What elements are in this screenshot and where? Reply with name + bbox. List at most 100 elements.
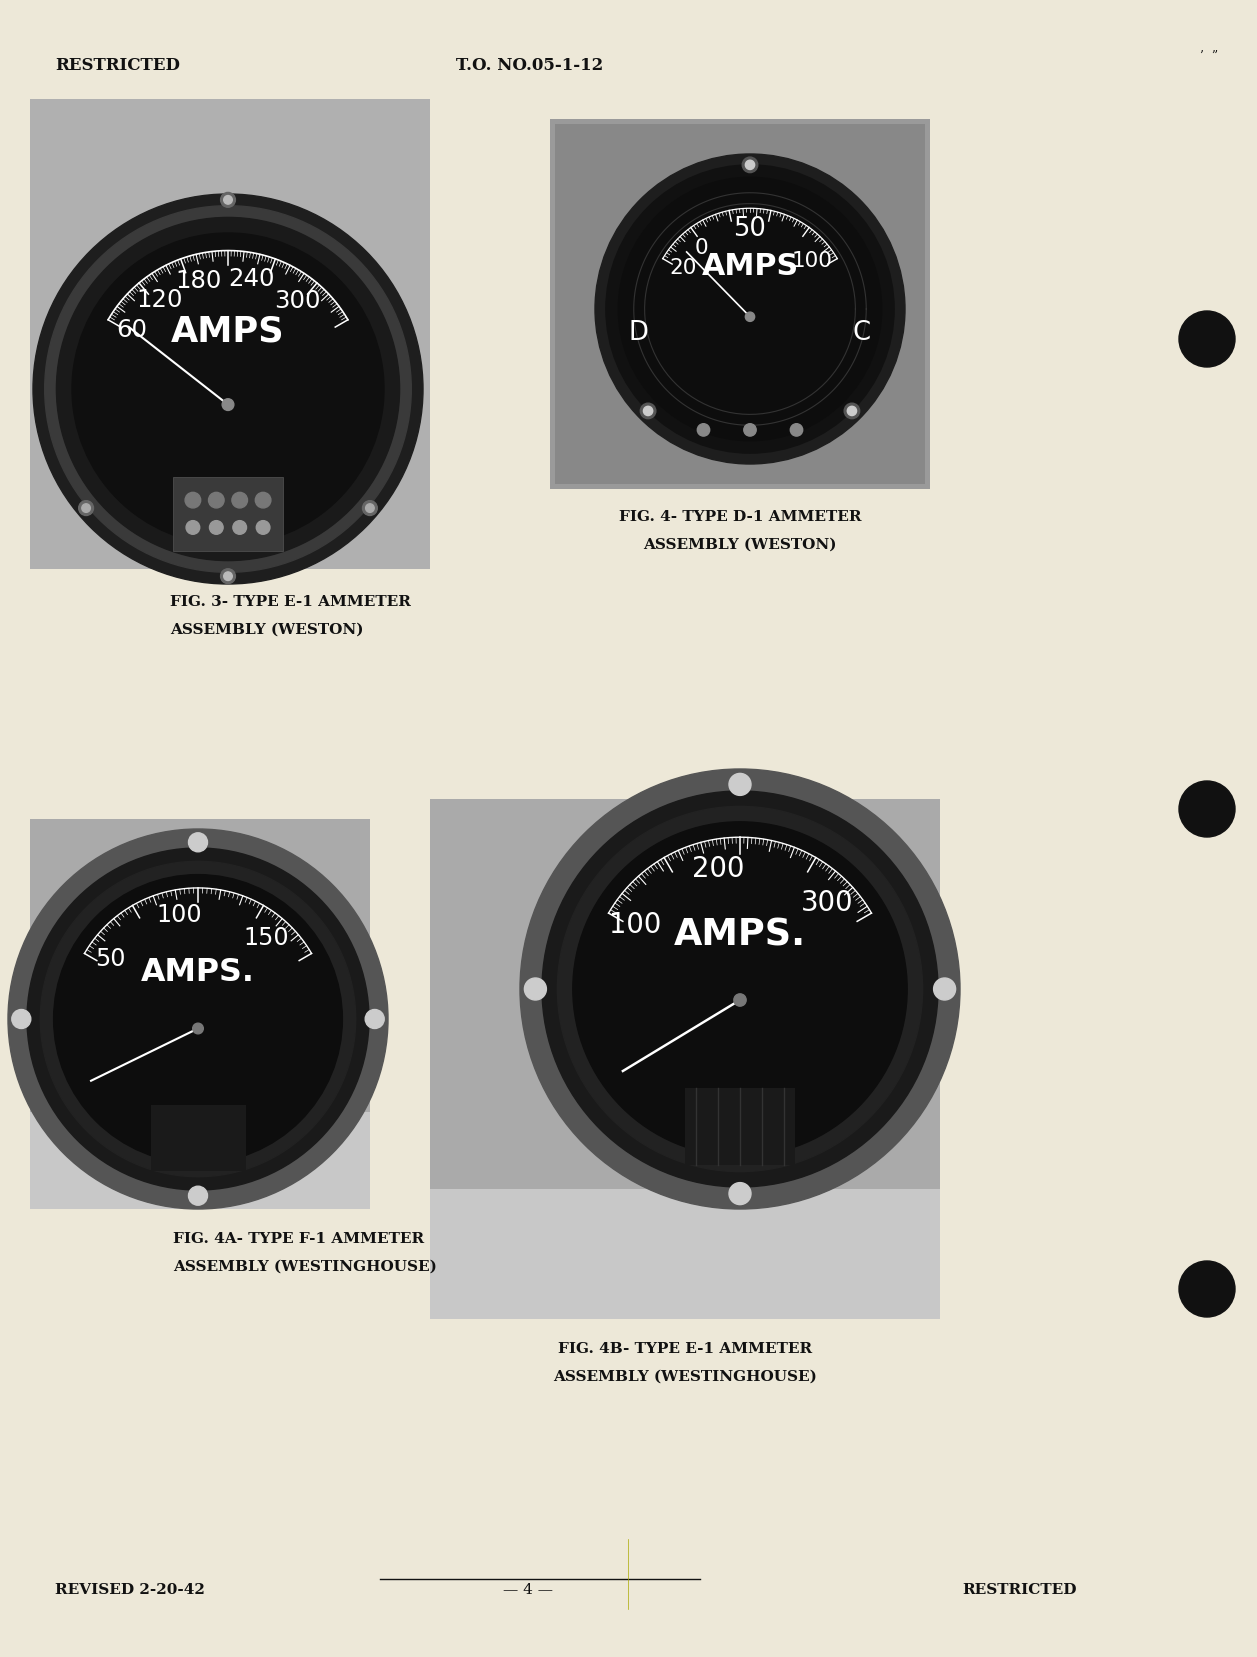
Text: 0: 0 bbox=[695, 237, 708, 257]
Circle shape bbox=[222, 399, 234, 411]
Text: 200: 200 bbox=[693, 853, 745, 882]
Circle shape bbox=[644, 408, 652, 416]
Text: 100: 100 bbox=[610, 910, 661, 938]
Bar bbox=[173, 477, 283, 552]
Circle shape bbox=[362, 502, 377, 517]
Circle shape bbox=[11, 1009, 31, 1029]
Text: FIG. 4- TYPE D-1 AMMETER: FIG. 4- TYPE D-1 AMMETER bbox=[618, 510, 861, 524]
Circle shape bbox=[742, 157, 758, 174]
Circle shape bbox=[606, 166, 894, 454]
Text: 180: 180 bbox=[176, 268, 222, 293]
Circle shape bbox=[224, 197, 233, 205]
Text: AMPS: AMPS bbox=[701, 252, 798, 282]
Circle shape bbox=[618, 179, 881, 441]
Circle shape bbox=[698, 424, 710, 437]
Circle shape bbox=[189, 833, 207, 852]
Circle shape bbox=[729, 1183, 750, 1205]
Circle shape bbox=[1179, 1261, 1234, 1317]
Circle shape bbox=[744, 424, 757, 437]
Bar bbox=[556, 124, 925, 486]
Circle shape bbox=[33, 196, 424, 585]
Circle shape bbox=[209, 494, 224, 509]
Text: 50: 50 bbox=[96, 946, 126, 971]
Text: 240: 240 bbox=[229, 267, 275, 292]
Bar bbox=[30, 1112, 370, 1210]
Circle shape bbox=[573, 822, 908, 1157]
Bar bbox=[430, 1190, 940, 1319]
Circle shape bbox=[934, 978, 955, 1001]
Circle shape bbox=[366, 504, 375, 514]
Text: ASSEMBLY (WESTINGHOUSE): ASSEMBLY (WESTINGHOUSE) bbox=[553, 1369, 817, 1384]
Circle shape bbox=[520, 769, 960, 1210]
Text: RESTRICTED: RESTRICTED bbox=[55, 56, 180, 73]
Bar bbox=[30, 820, 370, 1210]
Circle shape bbox=[524, 978, 547, 1001]
Text: ’  ”: ’ ” bbox=[1200, 50, 1218, 63]
Circle shape bbox=[45, 207, 411, 573]
Circle shape bbox=[847, 408, 856, 416]
Text: FIG. 3- TYPE E-1 AMMETER: FIG. 3- TYPE E-1 AMMETER bbox=[170, 595, 411, 608]
Circle shape bbox=[26, 848, 370, 1190]
Circle shape bbox=[729, 774, 750, 795]
Text: ASSEMBLY (WESTON): ASSEMBLY (WESTON) bbox=[644, 537, 837, 552]
Text: FIG. 4B- TYPE E-1 AMMETER: FIG. 4B- TYPE E-1 AMMETER bbox=[558, 1341, 812, 1355]
Bar bbox=[30, 99, 430, 570]
Circle shape bbox=[791, 424, 803, 437]
Circle shape bbox=[1179, 782, 1234, 837]
Circle shape bbox=[189, 1186, 207, 1206]
Circle shape bbox=[640, 404, 656, 419]
Text: AMPS: AMPS bbox=[171, 315, 285, 348]
Circle shape bbox=[8, 830, 388, 1210]
Circle shape bbox=[256, 522, 270, 535]
Circle shape bbox=[734, 994, 747, 1006]
Text: REVISED 2-20-42: REVISED 2-20-42 bbox=[55, 1582, 205, 1596]
Text: 150: 150 bbox=[244, 926, 289, 949]
Circle shape bbox=[845, 404, 860, 419]
Circle shape bbox=[57, 219, 400, 562]
Circle shape bbox=[366, 1009, 385, 1029]
Circle shape bbox=[185, 494, 201, 509]
Bar bbox=[551, 119, 930, 490]
Circle shape bbox=[220, 194, 235, 209]
Circle shape bbox=[192, 1024, 204, 1034]
Bar bbox=[430, 800, 940, 1319]
Circle shape bbox=[745, 313, 754, 321]
Circle shape bbox=[220, 570, 235, 585]
Circle shape bbox=[231, 494, 248, 509]
Text: 50: 50 bbox=[734, 217, 767, 242]
Bar bbox=[685, 1089, 794, 1165]
Circle shape bbox=[79, 502, 93, 517]
Text: D: D bbox=[628, 320, 649, 346]
Text: ASSEMBLY (WESTINGHOUSE): ASSEMBLY (WESTINGHOUSE) bbox=[172, 1259, 436, 1273]
Text: 100: 100 bbox=[792, 252, 832, 272]
Circle shape bbox=[54, 875, 342, 1163]
Circle shape bbox=[255, 494, 272, 509]
Text: 100: 100 bbox=[157, 903, 202, 926]
Text: T.O. NO.05-1-12: T.O. NO.05-1-12 bbox=[456, 56, 603, 73]
Circle shape bbox=[72, 234, 383, 545]
Circle shape bbox=[745, 161, 754, 171]
Text: 60: 60 bbox=[117, 318, 147, 341]
Circle shape bbox=[595, 154, 905, 464]
Bar bbox=[151, 1105, 245, 1171]
Text: RESTRICTED: RESTRICTED bbox=[963, 1582, 1077, 1596]
Text: FIG. 4A- TYPE F-1 AMMETER: FIG. 4A- TYPE F-1 AMMETER bbox=[172, 1231, 424, 1246]
Circle shape bbox=[557, 807, 923, 1171]
Circle shape bbox=[82, 504, 91, 514]
Text: 120: 120 bbox=[137, 288, 184, 312]
Text: C: C bbox=[852, 320, 871, 346]
Circle shape bbox=[1179, 312, 1234, 368]
Text: AMPS.: AMPS. bbox=[674, 916, 806, 953]
Circle shape bbox=[542, 792, 938, 1188]
Text: AMPS.: AMPS. bbox=[141, 956, 255, 988]
Text: ASSEMBLY (WESTON): ASSEMBLY (WESTON) bbox=[170, 623, 363, 636]
Circle shape bbox=[224, 573, 233, 582]
Circle shape bbox=[40, 862, 356, 1176]
Text: — 4 —: — 4 — bbox=[503, 1582, 553, 1596]
Text: 300: 300 bbox=[274, 288, 321, 313]
Circle shape bbox=[186, 522, 200, 535]
Circle shape bbox=[210, 522, 224, 535]
Text: 300: 300 bbox=[801, 888, 854, 916]
Text: 20: 20 bbox=[669, 258, 696, 278]
Circle shape bbox=[233, 522, 246, 535]
